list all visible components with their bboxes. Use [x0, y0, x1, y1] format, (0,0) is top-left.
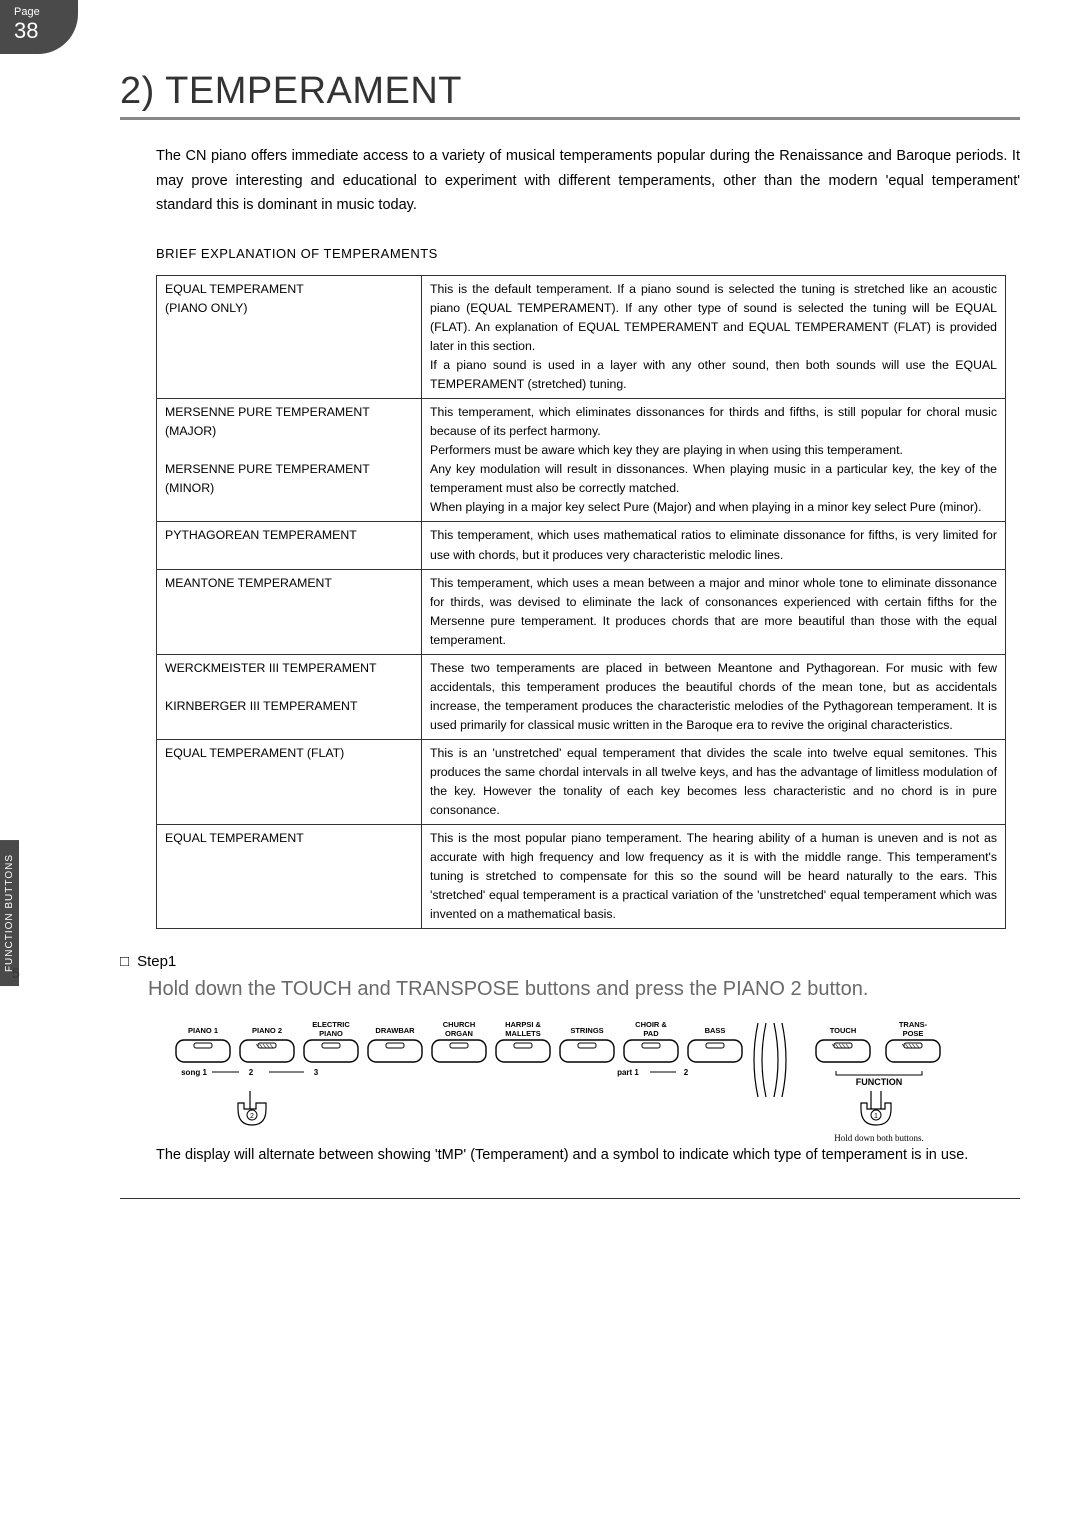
sound-button: STRINGS [560, 1026, 614, 1062]
temperament-name: EQUAL TEMPERAMENT [157, 825, 422, 929]
table-row: MERSENNE PURE TEMPERAMENT (MAJOR) MERSEN… [157, 399, 1006, 522]
page-label: Page [14, 6, 66, 18]
table-row: EQUAL TEMPERAMENTThis is the most popula… [157, 825, 1006, 929]
page-content: 2) TEMPERAMENT The CN piano offers immed… [0, 0, 1080, 1188]
table-row: PYTHAGOREAN TEMPERAMENTThis temperament,… [157, 522, 1006, 569]
table-subheading: BRIEF EXPLANATION OF TEMPERAMENTS [156, 246, 1020, 261]
function-button: TRANS-POSE [886, 1020, 940, 1062]
function-label: FUNCTION [856, 1077, 903, 1087]
temperaments-table: EQUAL TEMPERAMENT (PIANO ONLY)This is th… [156, 275, 1006, 929]
svg-text:song 1: song 1 [181, 1068, 207, 1077]
svg-text:PIANO: PIANO [319, 1029, 343, 1038]
svg-text:TOUCH: TOUCH [830, 1026, 857, 1035]
sound-button: CHURCHORGAN [432, 1020, 486, 1062]
svg-text:3: 3 [314, 1068, 319, 1077]
sound-button: ELECTRICPIANO [304, 1020, 358, 1062]
temperament-name: EQUAL TEMPERAMENT (PIANO ONLY) [157, 275, 422, 398]
step-label: □ Step1 [120, 953, 1020, 970]
step-box-icon: □ [120, 953, 129, 970]
temperament-name: WERCKMEISTER III TEMPERAMENT KIRNBERGER … [157, 654, 422, 739]
temperament-description: This is an 'unstretched' equal temperame… [422, 739, 1006, 824]
function-button: TOUCH [816, 1026, 870, 1062]
temperament-name: MEANTONE TEMPERAMENT [157, 569, 422, 654]
svg-text:PIANO 1: PIANO 1 [188, 1026, 218, 1035]
temperament-description: This temperament, which uses a mean betw… [422, 569, 1006, 654]
step-instruction: Hold down the TOUCH and TRANSPOSE button… [148, 978, 1020, 1001]
temperament-name: PYTHAGOREAN TEMPERAMENT [157, 522, 422, 569]
svg-text:STRINGS: STRINGS [570, 1026, 603, 1035]
svg-text:TRANS-: TRANS- [899, 1020, 928, 1029]
table-row: EQUAL TEMPERAMENT (FLAT)This is an 'unst… [157, 739, 1006, 824]
sound-button: DRAWBAR [368, 1026, 422, 1062]
temperament-name: MERSENNE PURE TEMPERAMENT (MAJOR) MERSEN… [157, 399, 422, 522]
temperament-description: This is the most popular piano temperame… [422, 825, 1006, 929]
sound-button: BASS [688, 1026, 742, 1062]
temperament-description: This temperament, which eliminates disso… [422, 399, 1006, 522]
temperament-description: These two temperaments are placed in bet… [422, 654, 1006, 739]
svg-text:MALLETS: MALLETS [505, 1029, 540, 1038]
svg-text:CHURCH: CHURCH [443, 1020, 476, 1029]
table-row: MEANTONE TEMPERAMENTThis temperament, wh… [157, 569, 1006, 654]
svg-text:PAD: PAD [643, 1029, 659, 1038]
page-number: 38 [14, 18, 66, 44]
sound-button: PIANO 1 [176, 1026, 230, 1062]
svg-text:2: 2 [684, 1068, 689, 1077]
svg-text:ELECTRIC: ELECTRIC [312, 1020, 350, 1029]
svg-text:1: 1 [874, 1113, 878, 1120]
sound-button: HARPSI &MALLETS [496, 1020, 550, 1062]
section-heading: 2) TEMPERAMENT [120, 70, 1020, 120]
svg-text:ORGAN: ORGAN [445, 1029, 473, 1038]
temperament-description: This temperament, which uses mathematica… [422, 522, 1006, 569]
sound-button: CHOIR &PAD [624, 1020, 678, 1062]
hand-pointer-right-icon: 1 [861, 1091, 891, 1125]
svg-text:2: 2 [250, 1113, 254, 1120]
svg-text:POSE: POSE [903, 1029, 924, 1038]
bottom-rule [120, 1198, 1020, 1199]
step-number: Step1 [137, 953, 176, 970]
table-row: WERCKMEISTER III TEMPERAMENT KIRNBERGER … [157, 654, 1006, 739]
intro-paragraph: The CN piano offers immediate access to … [156, 144, 1020, 218]
svg-text:BASS: BASS [705, 1026, 726, 1035]
hand-pointer-left-icon: 2 [238, 1091, 266, 1125]
temperament-name: EQUAL TEMPERAMENT (FLAT) [157, 739, 422, 824]
button-panel-diagram: PIANO 1 PIANO 2 ELECTRICPIANO DRAWBAR CHURCH… [156, 1015, 1020, 1155]
temperament-description: This is the default temperament. If a pi… [422, 275, 1006, 398]
side-section-number: 5 [12, 965, 20, 981]
table-row: EQUAL TEMPERAMENT (PIANO ONLY)This is th… [157, 275, 1006, 398]
svg-text:DRAWBAR: DRAWBAR [375, 1026, 415, 1035]
svg-text:part 1: part 1 [617, 1068, 639, 1077]
svg-text:2: 2 [249, 1068, 254, 1077]
svg-text:HARPSI &: HARPSI & [505, 1020, 541, 1029]
svg-text:CHOIR &: CHOIR & [635, 1020, 667, 1029]
hold-note: Hold down both buttons. [834, 1133, 924, 1143]
svg-text:PIANO 2: PIANO 2 [252, 1026, 282, 1035]
sound-button: PIANO 2 [240, 1026, 294, 1062]
